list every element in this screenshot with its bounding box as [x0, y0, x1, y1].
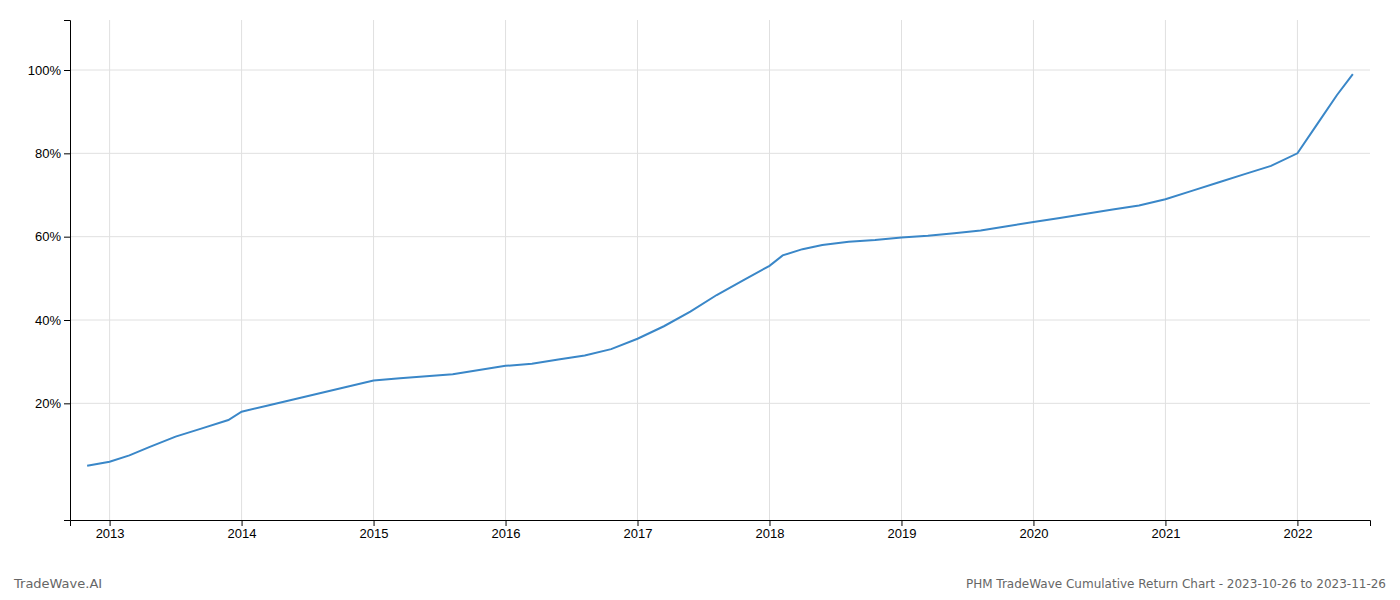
y-tick-mark — [64, 320, 70, 321]
line — [87, 74, 1353, 466]
y-axis: 20% 40% 60% 80% 100% — [28, 21, 71, 521]
x-tick-label: 2014 — [228, 526, 257, 541]
x-tick-label: 2022 — [1283, 526, 1312, 541]
y-tick-mark — [64, 403, 70, 404]
x-tick: 2018 — [756, 520, 785, 541]
y-tick-mark — [64, 153, 70, 154]
x-tick-mark — [506, 520, 507, 526]
x-axis: 2013 2014 2015 2016 2017 2018 2019 2020 2021 2022 — [71, 520, 1371, 541]
grid-line-x — [901, 20, 902, 520]
x-tick: 2021 — [1151, 520, 1180, 541]
x-tick: 2020 — [1019, 520, 1048, 541]
y-axis-line — [64, 21, 71, 521]
x-tick: 2014 — [228, 520, 257, 541]
y-tick-label: 80% — [35, 146, 61, 161]
x-tick: 2017 — [624, 520, 653, 541]
y-tick-mark — [64, 237, 70, 238]
grid-line-y — [70, 403, 1370, 404]
chart: 2013 2014 2015 2016 2017 2018 2019 2020 2021 2022… — [0, 0, 1400, 600]
grid-line-x — [373, 20, 374, 520]
grid-line-x — [109, 20, 110, 520]
x-tick-mark — [638, 520, 639, 526]
x-tick-mark — [1165, 520, 1166, 526]
y-tick-label: 20% — [35, 396, 61, 411]
x-tick: 2015 — [360, 520, 389, 541]
x-tick-label: 2020 — [1019, 526, 1048, 541]
y-tick-label: 100% — [28, 63, 62, 78]
y-tick: 60% — [35, 229, 70, 244]
x-tick-mark — [769, 520, 770, 526]
title: PHM TradeWave Cumulative Return Chart - … — [966, 577, 1386, 591]
y-tick-mark — [64, 70, 70, 71]
grid-line-x — [1297, 20, 1298, 520]
grid-line-x — [769, 20, 770, 520]
marks — [87, 74, 1353, 466]
grid-line-x — [1165, 20, 1166, 520]
x-tick-mark — [110, 520, 111, 526]
x-tick-label: 2017 — [624, 526, 653, 541]
grid-line-y — [70, 320, 1370, 321]
y-tick: 20% — [35, 396, 70, 411]
x-tick-mark — [1297, 520, 1298, 526]
x-tick: 2022 — [1283, 520, 1312, 541]
x-tick-mark — [901, 520, 902, 526]
x-tick-label: 2013 — [96, 526, 125, 541]
plot-area: 2013 2014 2015 2016 2017 2018 2019 2020 2021 2022… — [28, 20, 1371, 541]
watermark: TradeWave.AI — [13, 576, 102, 591]
grid-line-x — [637, 20, 638, 520]
grid-line-x — [1033, 20, 1034, 520]
x-tick-label: 2018 — [756, 526, 785, 541]
grid-line-y — [70, 153, 1370, 154]
y-tick-label: 40% — [35, 313, 61, 328]
x-tick-label: 2015 — [360, 526, 389, 541]
x-tick-mark — [1033, 520, 1034, 526]
x-tick-label: 2019 — [888, 526, 917, 541]
grid — [70, 20, 1370, 520]
x-axis-line — [71, 521, 1371, 527]
x-tick: 2019 — [888, 520, 917, 541]
y-tick: 40% — [35, 313, 70, 328]
x-tick: 2016 — [492, 520, 521, 541]
x-tick-mark — [374, 520, 375, 526]
y-tick: 100% — [28, 63, 70, 78]
x-tick-mark — [242, 520, 243, 526]
grid-line-x — [505, 20, 506, 520]
x-tick-label: 2016 — [492, 526, 521, 541]
y-tick-label: 60% — [35, 229, 61, 244]
x-tick-label: 2021 — [1151, 526, 1180, 541]
grid-line-y — [70, 236, 1370, 237]
grid-line-y — [70, 70, 1370, 71]
grid-line-x — [241, 20, 242, 520]
x-tick: 2013 — [96, 520, 125, 541]
y-tick: 80% — [35, 146, 70, 161]
